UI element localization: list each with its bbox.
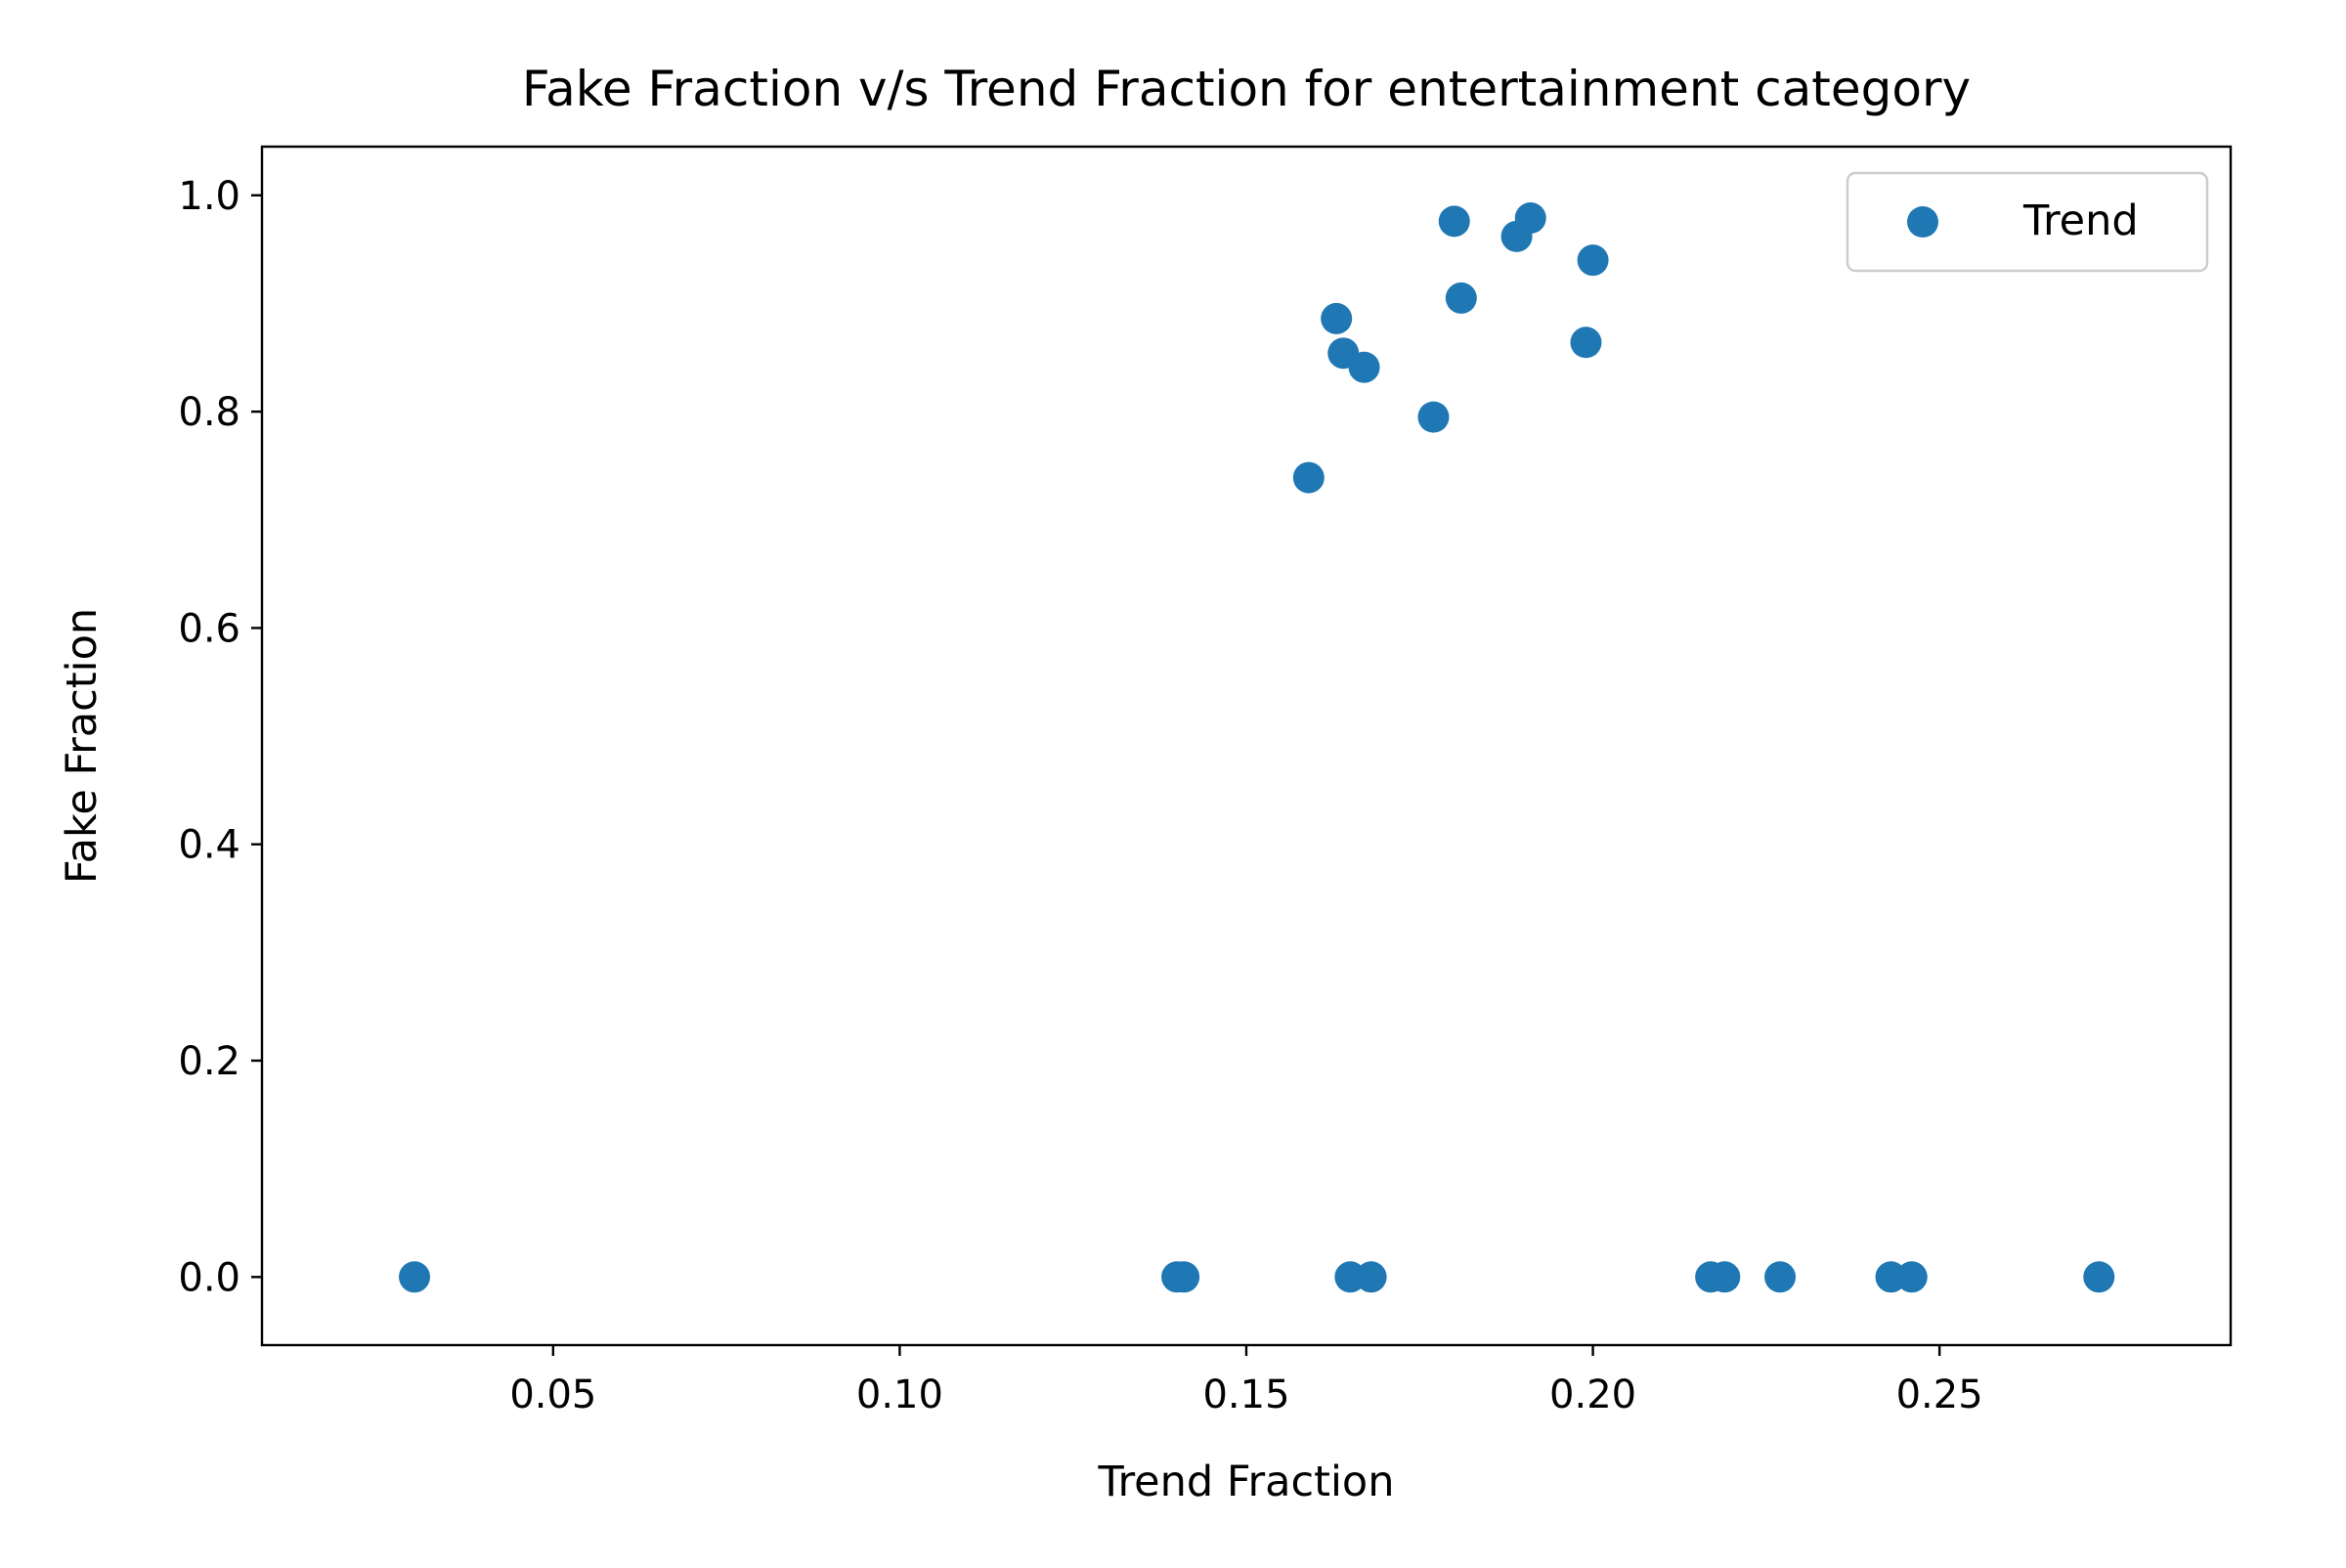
legend-label-trend: Trend xyxy=(2022,196,2139,245)
data-point xyxy=(1764,1261,1797,1293)
legend: Trend xyxy=(1846,171,2209,273)
x-tick-label: 0.10 xyxy=(856,1372,943,1417)
data-point xyxy=(1895,1261,1928,1293)
data-point xyxy=(399,1261,431,1293)
data-point xyxy=(1321,302,1353,334)
data-point xyxy=(1292,461,1325,494)
data-point xyxy=(1168,1261,1200,1293)
data-point xyxy=(1445,282,1477,314)
data-point xyxy=(1577,244,1609,277)
y-axis-ticks: 0.0 0.2 0.4 0.6 0.8 1.0 xyxy=(178,174,262,1300)
legend-box xyxy=(1846,171,2209,273)
y-tick-label: 0.0 xyxy=(178,1255,240,1300)
data-point xyxy=(1348,351,1380,383)
x-tick-label: 0.15 xyxy=(1202,1372,1289,1417)
y-tick-label: 0.8 xyxy=(178,390,240,435)
data-point xyxy=(1514,202,1546,235)
x-axis-ticks: 0.05 0.10 0.15 0.20 0.25 xyxy=(509,1345,1983,1417)
data-point xyxy=(1438,205,1470,238)
x-tick-label: 0.05 xyxy=(509,1372,596,1417)
x-tick-label: 0.20 xyxy=(1549,1372,1636,1417)
data-point xyxy=(1570,327,1602,359)
data-point xyxy=(1709,1261,1741,1293)
chart-title: Fake Fraction v/s Trend Fraction for ent… xyxy=(522,61,1971,117)
data-point xyxy=(1417,401,1450,433)
data-point xyxy=(2083,1261,2115,1293)
x-axis-label: Trend Fraction xyxy=(1098,1458,1395,1506)
legend-marker xyxy=(1907,206,1938,238)
y-tick-label: 0.4 xyxy=(178,823,240,868)
plot-area-frame xyxy=(260,145,2233,1347)
y-tick-label: 0.6 xyxy=(178,606,240,651)
x-tick-label: 0.25 xyxy=(1896,1372,1983,1417)
scatter-points xyxy=(399,202,2115,1293)
y-tick-label: 1.0 xyxy=(178,174,240,219)
y-tick-label: 0.2 xyxy=(178,1039,240,1084)
data-point xyxy=(1355,1261,1387,1293)
y-axis-label: Fake Fraction xyxy=(58,608,107,884)
